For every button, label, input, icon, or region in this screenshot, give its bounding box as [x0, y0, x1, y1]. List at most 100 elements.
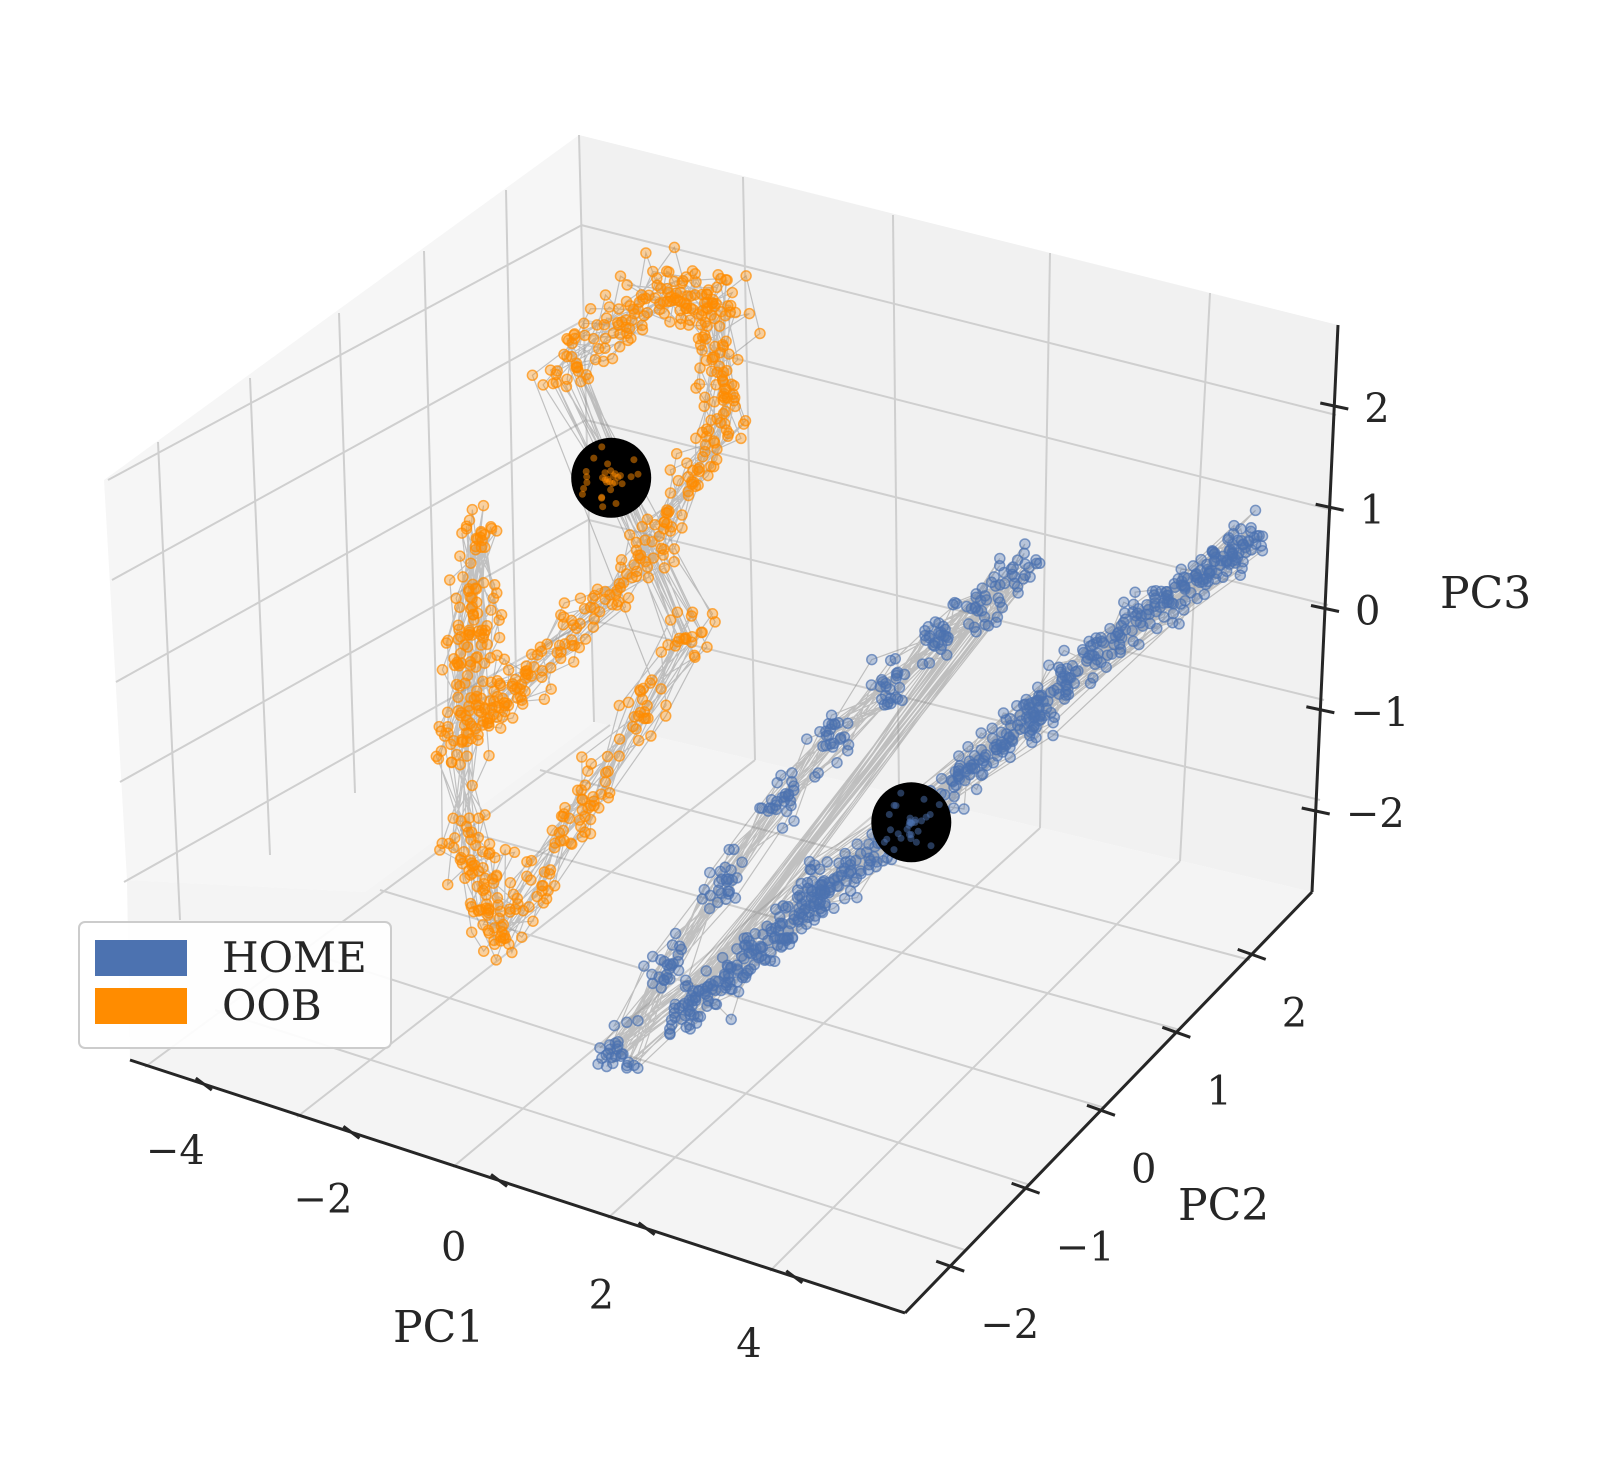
- data-point: [477, 919, 489, 931]
- pc1-tick-label: 0: [441, 1224, 466, 1270]
- data-point: [1150, 585, 1162, 597]
- data-point: [474, 531, 487, 543]
- gridline: [588, 519, 1325, 701]
- data-point: [672, 635, 684, 648]
- data-point: [672, 474, 685, 487]
- data-point: [465, 557, 477, 569]
- data-point: [566, 838, 578, 850]
- data-point: [464, 603, 477, 615]
- data-point: [698, 883, 711, 896]
- data-point: [507, 888, 520, 901]
- data-point: [639, 534, 651, 546]
- data-point: [923, 629, 936, 642]
- data-point: [1237, 556, 1249, 568]
- centroid-member-point: [890, 801, 898, 809]
- data-point: [1198, 588, 1211, 601]
- data-point: [1133, 638, 1145, 651]
- centroid-member-point: [885, 811, 893, 818]
- data-point: [684, 1008, 696, 1021]
- data-point: [1208, 555, 1220, 567]
- data-point: [603, 301, 616, 313]
- data-point: [962, 618, 975, 630]
- data-point: [709, 998, 721, 1010]
- data-point: [490, 700, 502, 713]
- gridline: [583, 319, 1333, 511]
- pc1-tick-mark: [785, 1269, 804, 1285]
- data-point: [621, 1016, 633, 1029]
- data-point: [674, 286, 687, 298]
- data-point: [769, 922, 782, 934]
- data-point: [1019, 538, 1031, 550]
- data-point: [723, 348, 735, 360]
- data-point: [588, 799, 600, 812]
- centroid-member-point: [914, 827, 922, 835]
- pc3-tick-label: −2: [1346, 791, 1405, 837]
- data-point: [851, 838, 863, 850]
- data-point: [686, 606, 699, 618]
- data-point: [575, 821, 587, 833]
- data-point: [613, 303, 625, 315]
- gridline: [107, 224, 583, 481]
- data-point: [831, 756, 843, 769]
- data-point: [466, 779, 478, 792]
- data-point: [696, 304, 709, 317]
- data-point: [477, 884, 489, 897]
- data-point: [669, 1011, 681, 1024]
- data-point: [664, 614, 677, 626]
- data-point: [1026, 736, 1038, 749]
- data-point: [491, 892, 504, 904]
- data-point: [638, 960, 650, 972]
- data-point: [440, 637, 453, 649]
- data-point: [636, 693, 649, 706]
- data-point: [451, 656, 463, 669]
- data-point: [632, 710, 645, 722]
- data-point: [579, 329, 591, 342]
- data-point: [1026, 724, 1038, 736]
- pc1-tick-mark: [194, 1076, 213, 1092]
- data-point: [977, 754, 990, 767]
- data-point: [506, 712, 519, 724]
- data-point: [1256, 530, 1269, 542]
- centroid-member-point: [609, 480, 616, 487]
- data-point: [477, 945, 490, 957]
- centroid-member-point: [935, 801, 943, 809]
- data-point: [1172, 573, 1185, 585]
- data-point: [865, 679, 878, 691]
- data-point: [464, 655, 477, 668]
- pc1-tick-mark: [342, 1125, 361, 1140]
- data-point: [550, 368, 562, 381]
- data-point: [488, 921, 501, 934]
- data-point: [668, 241, 681, 254]
- data-point: [670, 447, 683, 460]
- data-point: [1047, 729, 1059, 742]
- centroid-member-point: [607, 486, 615, 494]
- data-point: [834, 733, 847, 745]
- data-point: [657, 296, 670, 308]
- data-point: [1043, 659, 1055, 672]
- data-point: [708, 437, 721, 449]
- data-point: [991, 743, 1003, 756]
- data-point: [640, 247, 652, 259]
- gridline: [769, 860, 1181, 1272]
- data-point: [699, 391, 711, 404]
- data-point: [625, 332, 637, 344]
- data-point: [719, 861, 731, 873]
- data-point: [646, 968, 658, 981]
- gridline: [157, 441, 181, 921]
- data-point: [779, 787, 792, 800]
- data-point: [703, 902, 716, 915]
- data-point: [632, 1062, 644, 1074]
- data-point: [938, 629, 950, 642]
- data-point: [1140, 608, 1152, 621]
- data-point: [785, 799, 797, 812]
- data-point: [463, 812, 475, 824]
- centroid-member-point: [612, 500, 620, 507]
- data-point: [989, 580, 1002, 592]
- data-point: [647, 265, 659, 278]
- data-point: [461, 735, 473, 748]
- data-point: [838, 892, 851, 905]
- centroid-member-point: [578, 490, 586, 498]
- data-point: [835, 865, 848, 878]
- data-point: [538, 866, 551, 878]
- centroid-member-point: [890, 846, 898, 854]
